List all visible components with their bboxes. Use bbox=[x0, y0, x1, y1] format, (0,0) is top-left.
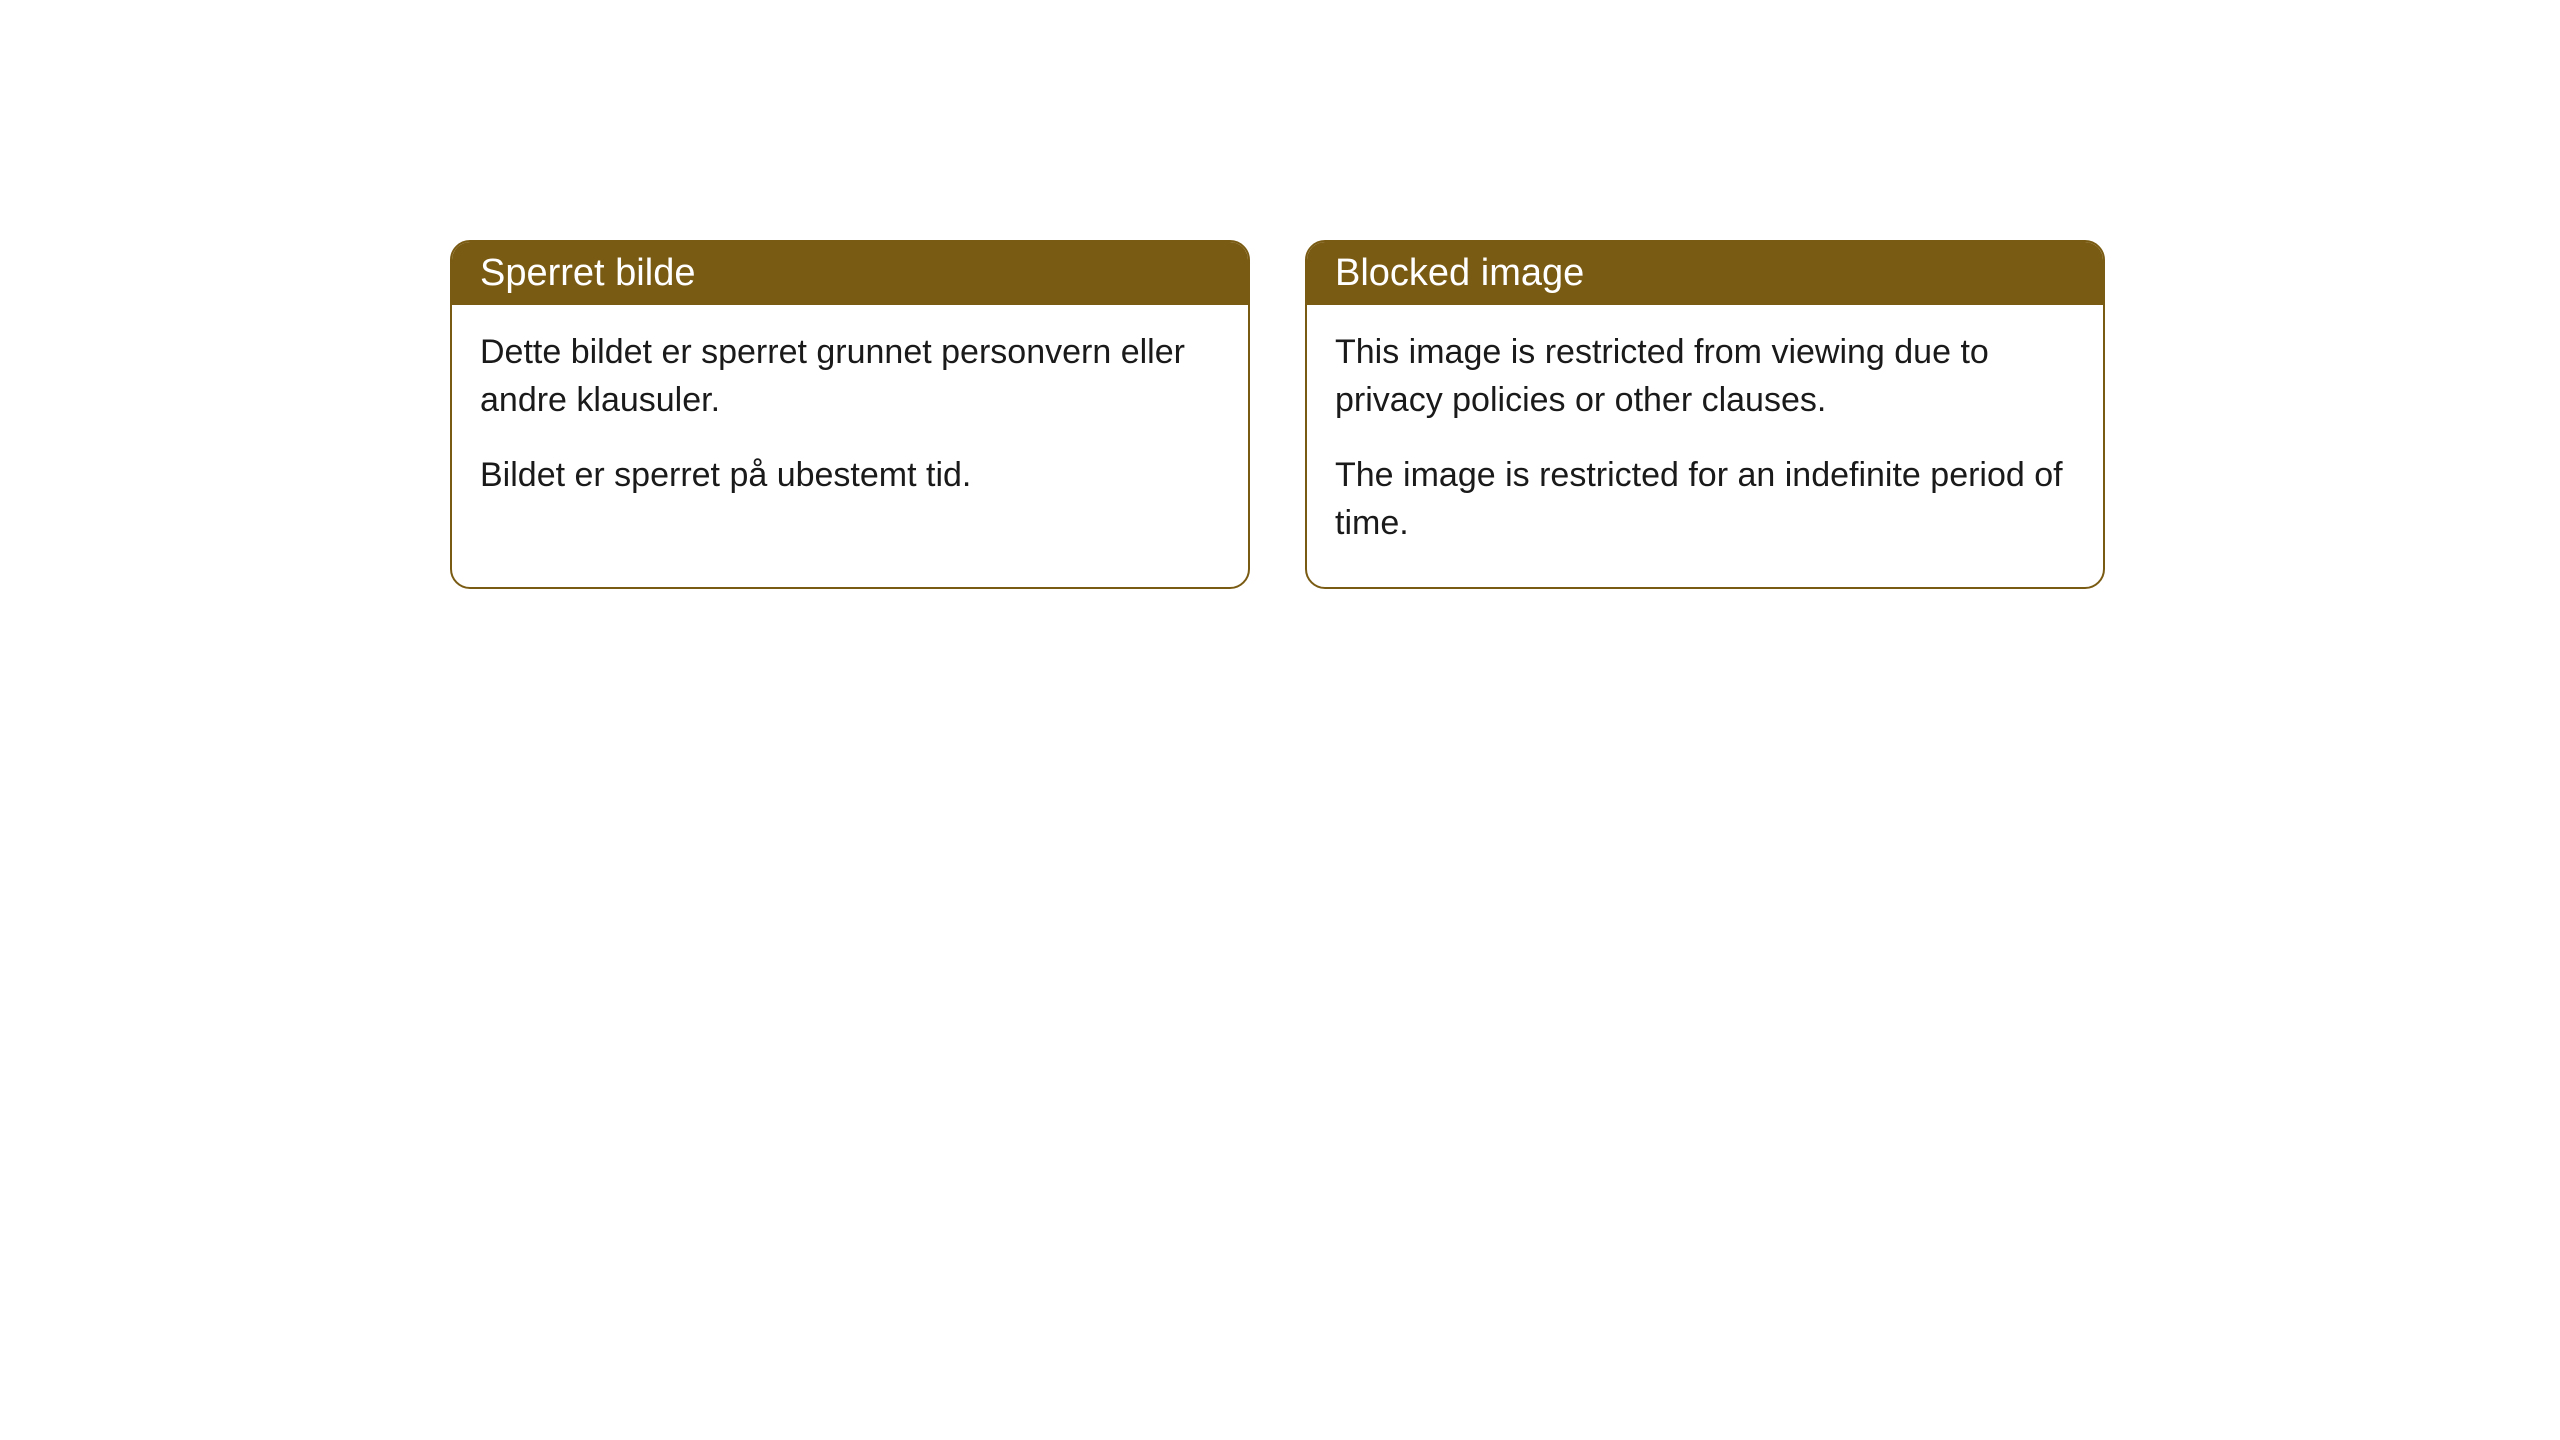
blocked-image-card-english: Blocked image This image is restricted f… bbox=[1305, 240, 2105, 589]
card-title: Blocked image bbox=[1335, 252, 1584, 294]
card-paragraph-2: The image is restricted for an indefinit… bbox=[1335, 452, 2075, 547]
card-header-english: Blocked image bbox=[1307, 242, 2103, 305]
card-body-norwegian: Dette bildet er sperret grunnet personve… bbox=[452, 305, 1248, 540]
cards-container: Sperret bilde Dette bildet er sperret gr… bbox=[0, 0, 2560, 589]
card-paragraph-1: Dette bildet er sperret grunnet personve… bbox=[480, 329, 1220, 424]
card-header-norwegian: Sperret bilde bbox=[452, 242, 1248, 305]
card-paragraph-1: This image is restricted from viewing du… bbox=[1335, 329, 2075, 424]
card-paragraph-2: Bildet er sperret på ubestemt tid. bbox=[480, 452, 1220, 500]
card-title: Sperret bilde bbox=[480, 252, 695, 294]
card-body-english: This image is restricted from viewing du… bbox=[1307, 305, 2103, 587]
blocked-image-card-norwegian: Sperret bilde Dette bildet er sperret gr… bbox=[450, 240, 1250, 589]
